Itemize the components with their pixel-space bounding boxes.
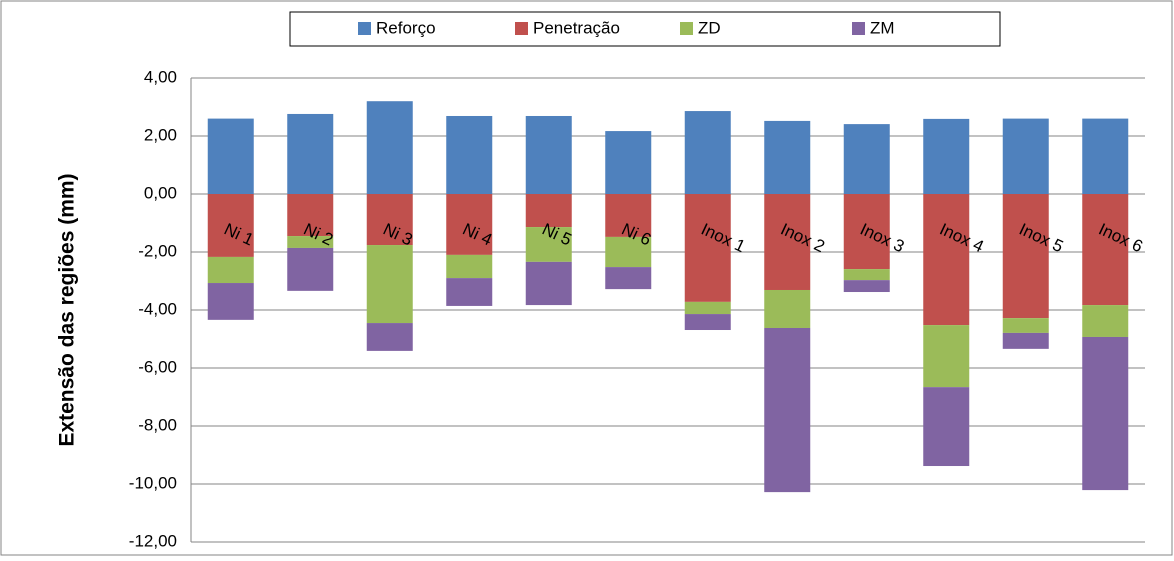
bar-segment xyxy=(207,256,254,284)
legend-swatch xyxy=(680,22,693,35)
bar-segment xyxy=(207,118,254,194)
bar-segment xyxy=(684,194,731,302)
y-tick-label: -8,00 xyxy=(138,415,177,434)
bar-segment xyxy=(1082,118,1129,194)
bar-segment xyxy=(684,301,731,315)
bar-segment xyxy=(923,118,970,194)
bar-segment xyxy=(764,327,811,493)
bar-segment xyxy=(287,247,334,291)
y-tick-label: 4,00 xyxy=(144,67,177,86)
bar-segment xyxy=(1082,305,1129,337)
bar-segment xyxy=(366,101,413,194)
bar-segment xyxy=(923,387,970,467)
legend-swatch xyxy=(852,22,865,35)
bar-segment xyxy=(843,280,890,293)
bar-segment xyxy=(843,124,890,194)
bar-segment xyxy=(923,194,970,326)
bar-segment xyxy=(287,113,334,194)
bar-segment xyxy=(1002,332,1049,349)
bar-segment xyxy=(366,194,413,246)
bar-segment xyxy=(287,236,334,248)
y-tick-label: 2,00 xyxy=(144,125,177,144)
bar-segment xyxy=(1002,118,1049,194)
bar-segment xyxy=(287,194,334,237)
bar-segment xyxy=(684,111,731,194)
legend-label: ZD xyxy=(698,18,721,37)
bar-segment xyxy=(446,194,493,255)
bar-segment xyxy=(1002,318,1049,333)
bar-segment xyxy=(525,194,572,228)
legend-label: ZM xyxy=(870,18,895,37)
bar-segment xyxy=(684,314,731,331)
legend-label: Penetração xyxy=(533,18,620,37)
bar-segment xyxy=(605,236,652,268)
bar-segment xyxy=(923,325,970,388)
y-tick-label: -12,00 xyxy=(129,531,177,550)
bar-segment xyxy=(207,194,254,257)
legend-swatch xyxy=(515,22,528,35)
bar-segment xyxy=(1002,194,1049,319)
bar-segment xyxy=(1082,336,1129,491)
bar-segment xyxy=(843,269,890,281)
bar-segment xyxy=(446,254,493,279)
bar-segment xyxy=(764,120,811,194)
bar-segment xyxy=(207,283,254,320)
y-tick-label: -6,00 xyxy=(138,357,177,376)
legend-swatch xyxy=(358,22,371,35)
bar-segment xyxy=(525,115,572,194)
bar-segment xyxy=(764,194,811,290)
bar-segment xyxy=(366,245,413,324)
bar-segment xyxy=(1082,194,1129,306)
y-axis-label: Extensão das regiões (mm) xyxy=(56,173,79,446)
bar-segment xyxy=(605,267,652,290)
y-tick-label: -10,00 xyxy=(129,473,177,492)
bar-segment xyxy=(366,323,413,351)
bar-segment xyxy=(446,278,493,306)
legend-label: Reforço xyxy=(376,18,436,37)
bar-segment xyxy=(525,261,572,306)
y-tick-label: -2,00 xyxy=(138,241,177,260)
y-tick-label: -4,00 xyxy=(138,299,177,318)
bar-segment xyxy=(446,115,493,194)
y-tick-label: 0,00 xyxy=(144,183,177,202)
bar-segment xyxy=(764,289,811,328)
bar-segment xyxy=(525,227,572,262)
bar-segment xyxy=(605,194,652,237)
legend-box xyxy=(289,11,1001,47)
bar-segment xyxy=(605,131,652,194)
bar-segment xyxy=(843,194,890,270)
